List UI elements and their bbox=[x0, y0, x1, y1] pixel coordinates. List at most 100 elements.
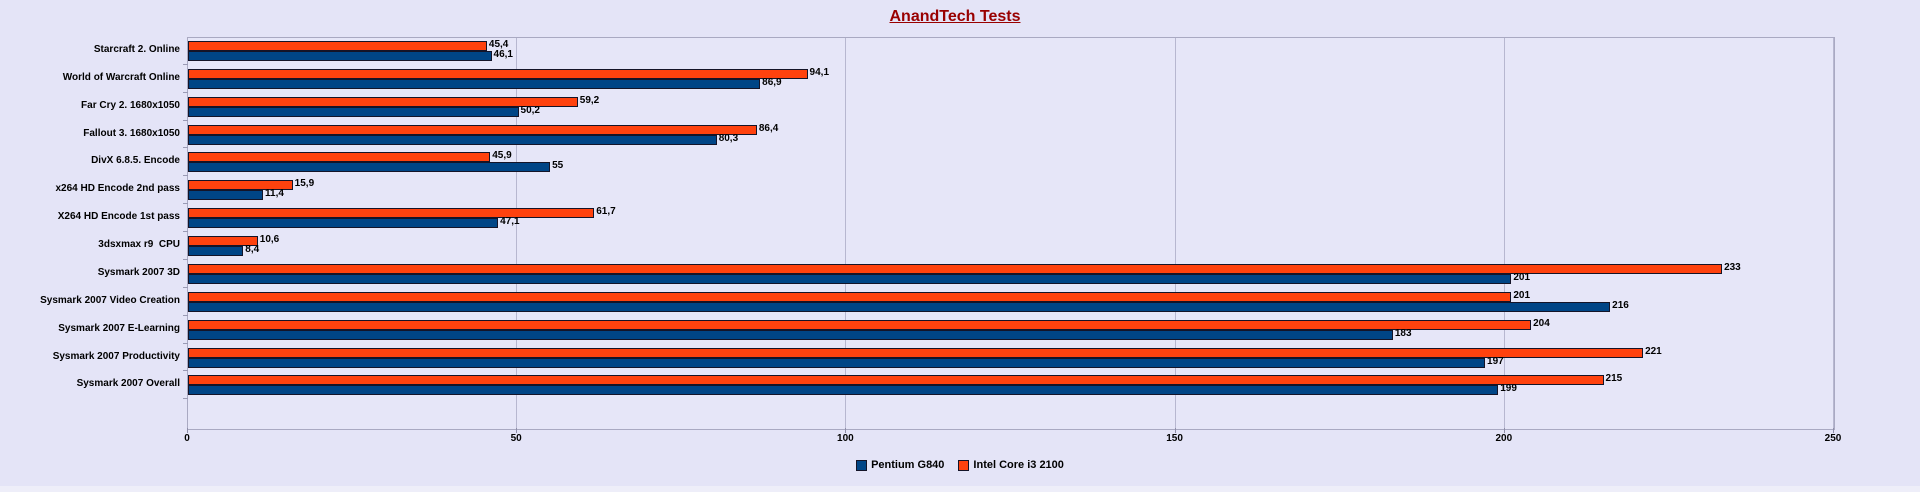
plot-area bbox=[187, 37, 1835, 430]
bar-pentium-g840 bbox=[188, 78, 761, 89]
x-tick-label-200: 200 bbox=[1495, 433, 1513, 444]
value-label: 86,4 bbox=[758, 122, 779, 134]
value-label: 10,6 bbox=[259, 234, 280, 246]
bar-pentium-g840 bbox=[188, 246, 244, 257]
value-label: 201 bbox=[1513, 271, 1531, 283]
x-tick-mark-150 bbox=[1174, 428, 1176, 433]
bar-core-i3-2100 bbox=[188, 375, 1604, 386]
value-label: 216 bbox=[1612, 299, 1629, 311]
bar-core-i3-2100 bbox=[188, 96, 578, 107]
value-label: 61,7 bbox=[596, 206, 616, 218]
legend-item-core-i3-2100: Intel Core i3 2100 bbox=[958, 459, 1064, 471]
value-label: 197 bbox=[1487, 355, 1504, 367]
value-label: 45,4 bbox=[488, 39, 509, 50]
y-tick-mark bbox=[183, 63, 188, 65]
y-tick-mark bbox=[183, 175, 188, 177]
x-tick-label-250: 250 bbox=[1824, 433, 1842, 444]
y-tick-mark bbox=[183, 258, 188, 260]
category-label: DivX 6.8.5. Encode bbox=[91, 155, 180, 167]
category-label: Far Cry 2. 1680x1050 bbox=[81, 99, 180, 111]
bar-core-i3-2100 bbox=[188, 180, 293, 191]
bar-core-i3-2100 bbox=[188, 41, 487, 51]
gridline-x-50 bbox=[516, 38, 518, 429]
y-tick-mark bbox=[183, 398, 188, 400]
legend-item-pentium-g840: Pentium G840 bbox=[856, 459, 944, 471]
gridline-x-100 bbox=[845, 38, 847, 429]
category-label: Starcraft 2. Online bbox=[93, 44, 180, 55]
y-tick-mark bbox=[183, 91, 188, 93]
bar-pentium-g840 bbox=[188, 190, 264, 201]
bar-core-i3-2100 bbox=[188, 152, 491, 163]
chart-title: AnandTech Tests bbox=[889, 8, 1021, 25]
bar-core-i3-2100 bbox=[188, 291, 1512, 302]
bar-core-i3-2100 bbox=[188, 124, 757, 135]
value-label: 59,2 bbox=[579, 94, 600, 106]
y-tick-mark bbox=[183, 286, 188, 288]
value-label: 47,1 bbox=[500, 216, 520, 228]
legend-label-core-i3-2100: Intel Core i3 2100 bbox=[973, 459, 1064, 471]
y-tick-mark bbox=[183, 147, 188, 149]
bar-pentium-g840 bbox=[188, 218, 499, 229]
category-label: X264 HD Encode 1st pass bbox=[57, 211, 180, 223]
bar-pentium-g840 bbox=[188, 357, 1486, 368]
gridline-x-200 bbox=[1503, 38, 1505, 429]
bar-core-i3-2100 bbox=[188, 236, 258, 247]
y-tick-mark bbox=[183, 370, 188, 372]
category-label: Sysmark 2007 3D bbox=[97, 266, 180, 278]
value-label: 15,9 bbox=[294, 178, 315, 190]
category-label: Sysmark 2007 Productivity bbox=[52, 350, 180, 362]
y-tick-mark bbox=[183, 342, 188, 344]
y-tick-mark bbox=[183, 231, 188, 233]
value-label: 199 bbox=[1500, 383, 1517, 395]
category-label: Fallout 3. 1680x1050 bbox=[83, 127, 180, 139]
value-label: 204 bbox=[1533, 317, 1550, 329]
x-tick-mark-200 bbox=[1503, 428, 1505, 433]
category-label: x264 HD Encode 2nd pass bbox=[55, 183, 181, 195]
bar-pentium-g840 bbox=[188, 385, 1499, 396]
bar-core-i3-2100 bbox=[188, 68, 808, 79]
value-label: 55 bbox=[552, 160, 564, 172]
bar-pentium-g840 bbox=[188, 106, 519, 117]
bar-pentium-g840 bbox=[188, 329, 1393, 340]
value-label: 46,1 bbox=[493, 49, 513, 60]
bar-pentium-g840 bbox=[188, 273, 1512, 284]
bar-core-i3-2100 bbox=[188, 208, 595, 219]
value-label: 50,2 bbox=[520, 104, 540, 116]
category-label: 3dsxmax r9 CPU bbox=[98, 239, 180, 251]
value-label: 233 bbox=[1724, 261, 1741, 273]
value-label: 201 bbox=[1513, 289, 1531, 301]
y-tick-mark bbox=[183, 314, 188, 316]
legend-label-pentium-g840: Pentium G840 bbox=[871, 459, 945, 471]
x-tick-mark-50 bbox=[516, 428, 518, 433]
category-label: Sysmark 2007 E-Learning bbox=[58, 322, 180, 334]
bar-core-i3-2100 bbox=[188, 263, 1723, 274]
bottom-strip bbox=[0, 486, 1920, 492]
value-label: 86,9 bbox=[762, 76, 782, 88]
x-tick-label-0: 0 bbox=[184, 433, 190, 444]
x-tick-label-50: 50 bbox=[510, 433, 522, 444]
value-label: 11,4 bbox=[265, 188, 284, 200]
category-label: Sysmark 2007 Video Creation bbox=[40, 294, 180, 306]
gridline-x-150 bbox=[1174, 38, 1176, 429]
x-tick-mark-100 bbox=[845, 428, 847, 433]
x-tick-mark-250 bbox=[1833, 428, 1834, 433]
value-label: 215 bbox=[1605, 373, 1623, 385]
bar-pentium-g840 bbox=[188, 162, 551, 173]
value-label: 80,3 bbox=[718, 132, 739, 144]
pentium-g840-swatch-icon bbox=[856, 459, 868, 471]
value-label: 183 bbox=[1394, 327, 1412, 339]
x-tick-mark-0 bbox=[187, 428, 188, 433]
y-tick-mark bbox=[183, 119, 188, 121]
bar-pentium-g840 bbox=[188, 134, 717, 145]
y-tick-mark bbox=[183, 203, 188, 205]
gridline-x-250 bbox=[1833, 38, 1834, 429]
bar-pentium-g840 bbox=[188, 51, 492, 61]
value-label: 8,4 bbox=[245, 244, 260, 256]
x-tick-label-150: 150 bbox=[1166, 433, 1183, 444]
value-label: 221 bbox=[1645, 345, 1662, 357]
value-label: 45,9 bbox=[492, 150, 512, 162]
category-label: Sysmark 2007 Overall bbox=[76, 378, 180, 390]
value-label: 94,1 bbox=[809, 66, 830, 78]
bar-core-i3-2100 bbox=[188, 347, 1644, 358]
core-i3-2100-swatch-icon bbox=[958, 459, 970, 471]
